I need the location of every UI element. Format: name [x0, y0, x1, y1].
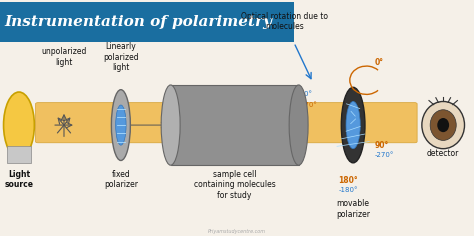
Text: Light
source: Light source [4, 170, 34, 189]
Text: -180°: -180° [338, 187, 358, 193]
Ellipse shape [289, 85, 308, 165]
Ellipse shape [341, 87, 365, 163]
Ellipse shape [111, 90, 130, 160]
Ellipse shape [116, 105, 126, 145]
Text: sample cell
containing molecules
for study: sample cell containing molecules for stu… [194, 170, 275, 200]
Text: 180°: 180° [338, 176, 358, 185]
Ellipse shape [161, 85, 180, 165]
Text: Optical rotation due to
molecules: Optical rotation due to molecules [241, 12, 328, 31]
FancyBboxPatch shape [0, 2, 294, 42]
Text: Priyamstudycentre.com: Priyamstudycentre.com [208, 229, 266, 234]
Ellipse shape [4, 92, 35, 158]
FancyBboxPatch shape [171, 109, 299, 142]
Text: -90°: -90° [298, 91, 313, 97]
Text: fixed
polarizer: fixed polarizer [104, 170, 138, 189]
Text: 0°: 0° [374, 58, 383, 67]
FancyBboxPatch shape [7, 146, 31, 163]
Text: -270°: -270° [374, 152, 394, 158]
FancyBboxPatch shape [36, 103, 417, 143]
Text: movable
polarizer: movable polarizer [336, 199, 370, 219]
Ellipse shape [437, 118, 449, 132]
Ellipse shape [422, 101, 465, 149]
Text: detector: detector [427, 149, 459, 158]
Text: Instrumentation of polarimetry: Instrumentation of polarimetry [5, 15, 273, 30]
Text: 270°: 270° [301, 102, 318, 108]
Text: unpolarized
light: unpolarized light [41, 47, 87, 67]
Text: Linearly
polarized
light: Linearly polarized light [103, 42, 139, 72]
Ellipse shape [430, 110, 456, 140]
Text: 90°: 90° [374, 141, 389, 150]
FancyBboxPatch shape [171, 85, 299, 165]
Ellipse shape [346, 101, 360, 149]
